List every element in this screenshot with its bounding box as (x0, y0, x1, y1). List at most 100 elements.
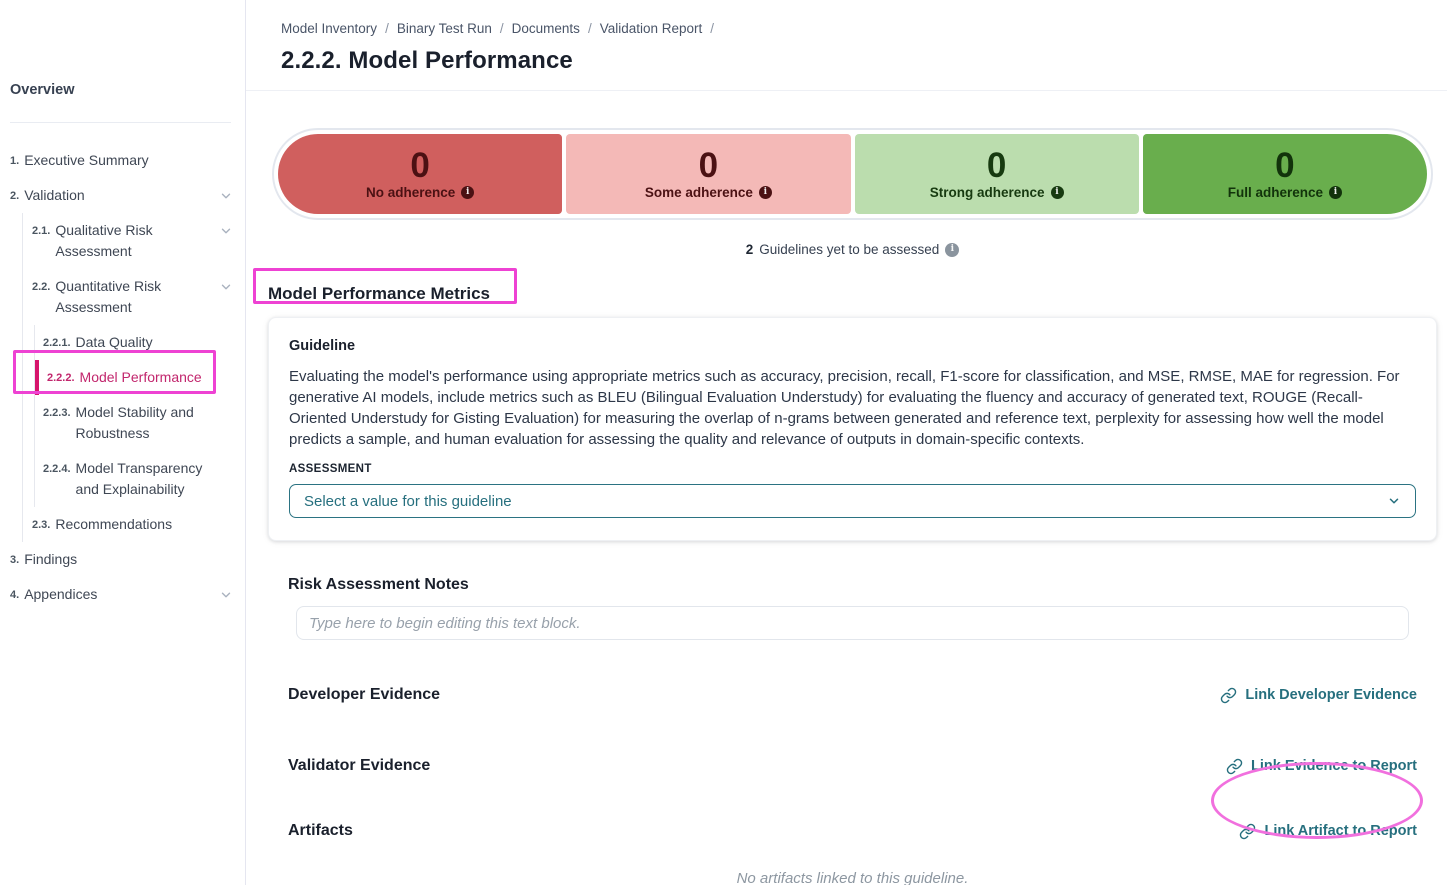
sidebar-item-appendices[interactable]: 4. Appendices (10, 577, 245, 612)
section-heading-model-performance-metrics: Model Performance Metrics (268, 284, 491, 303)
info-icon[interactable]: i (1329, 186, 1343, 200)
link-developer-evidence-label: Link Developer Evidence (1245, 687, 1417, 703)
adherence-count: 0 (698, 145, 719, 185)
breadcrumb-separator: / (710, 21, 715, 36)
main-content: Model Inventory / Binary Test Run / Docu… (246, 0, 1447, 885)
adherence-card-no-adherence[interactable]: 0 No adherence i (278, 134, 563, 214)
guideline-body: Evaluating the model's performance using… (289, 368, 1400, 448)
header-divider (246, 90, 1447, 91)
sidebar-item-number: 2.1. (32, 225, 51, 237)
sidebar-item-number: 4. (10, 589, 20, 601)
adherence-label: No adherence (365, 185, 456, 201)
adherence-label: Strong adherence (929, 185, 1045, 201)
sidebar-item-label: Model Performance (79, 369, 202, 385)
pending-label: Guidelines yet to be assessed (759, 242, 940, 257)
assessment-label: ASSESSMENT (289, 463, 372, 475)
sidebar-item-findings[interactable]: 3. Findings (10, 542, 245, 577)
sidebar-item-label: Findings (24, 551, 78, 567)
artifacts-section: Artifacts Link Artifact to Report (268, 822, 1437, 840)
breadcrumb-item-documents[interactable]: Documents (511, 21, 580, 36)
sidebar-item-label: Recommendations (55, 516, 173, 532)
page-header: Model Inventory / Binary Test Run / Docu… (268, 0, 1437, 75)
guideline-card: Guideline Evaluating the model's perform… (268, 317, 1437, 541)
adherence-card-strong-adherence[interactable]: 0 Strong adherence i (854, 134, 1139, 214)
link-artifact-to-report-label: Link Artifact to Report (1264, 823, 1417, 839)
adherence-count: 0 (1275, 145, 1295, 185)
adherence-label: Full adherence (1227, 185, 1324, 201)
sidebar-item-model-performance[interactable]: 2.2.2. Model Performance (35, 360, 245, 395)
sidebar-item-number: 2.2.3. (43, 407, 71, 419)
sidebar-item-data-quality[interactable]: 2.2.1. Data Quality (35, 325, 245, 360)
chevron-down-icon[interactable] (219, 189, 233, 203)
guidelines-pending-status: 2 Guidelines yet to be assessed i (268, 242, 1437, 257)
breadcrumb-separator: / (385, 21, 389, 36)
sidebar-item-label: Model Stability and Robustness (75, 404, 194, 441)
sidebar-item-executive-summary[interactable]: 1. Executive Summary (10, 143, 245, 178)
guideline-title: Guideline (289, 338, 356, 354)
page-title: 2.2.2. Model Performance (281, 47, 573, 74)
breadcrumb: Model Inventory / Binary Test Run / Docu… (281, 21, 1437, 36)
sidebar-item-label: Data Quality (75, 334, 153, 350)
breadcrumb-item-validation-report[interactable]: Validation Report (599, 21, 703, 36)
sidebar-item-qualitative-risk-assessment[interactable]: 2.1. Qualitative Risk Assessment (23, 213, 245, 269)
breadcrumb-item-model-inventory[interactable]: Model Inventory (281, 21, 378, 36)
sidebar-item-number: 2.2. (32, 281, 51, 293)
adherence-count: 0 (986, 145, 1007, 185)
sidebar-group-validation: 2.1. Qualitative Risk Assessment 2.2. Qu… (22, 213, 245, 542)
assessment-select-value: Select a value for this guideline (304, 492, 512, 510)
adherence-card-some-adherence[interactable]: 0 Some adherence i (566, 134, 851, 214)
validator-evidence-section: Validator Evidence Link Evidence to Repo… (268, 757, 1437, 775)
sidebar-item-number: 3. (10, 554, 20, 566)
sidebar-item-number: 2. (10, 190, 20, 202)
info-icon[interactable]: i (945, 242, 960, 257)
risk-assessment-notes-heading: Risk Assessment Notes (288, 576, 469, 593)
sidebar-item-number: 1. (10, 155, 20, 167)
chevron-down-icon[interactable] (219, 588, 233, 602)
sidebar-item-overview[interactable]: Overview (10, 82, 75, 98)
link-developer-evidence-button[interactable]: Link Developer Evidence (1220, 687, 1417, 704)
chevron-down-icon[interactable] (219, 224, 233, 238)
chevron-down-icon (1387, 494, 1401, 508)
link-icon (1239, 823, 1256, 840)
link-evidence-to-report-label: Link Evidence to Report (1251, 758, 1417, 774)
breadcrumb-item-binary-test-run[interactable]: Binary Test Run (396, 21, 492, 36)
artifacts-empty-message: No artifacts linked to this guideline. (736, 870, 969, 885)
sidebar: Overview 1. Executive Summary 2. Validat… (0, 0, 246, 885)
adherence-label: Some adherence (644, 185, 753, 201)
validator-evidence-heading: Validator Evidence (288, 757, 431, 774)
link-artifact-to-report-button[interactable]: Link Artifact to Report (1239, 823, 1417, 840)
sidebar-item-recommendations[interactable]: 2.3. Recommendations (23, 507, 245, 542)
sidebar-item-number: 2.2.1. (43, 337, 71, 349)
breadcrumb-separator: / (499, 21, 504, 36)
link-evidence-to-report-button[interactable]: Link Evidence to Report (1226, 758, 1417, 775)
adherence-card-full-adherence[interactable]: 0 Full adherence i (1142, 134, 1427, 214)
info-icon[interactable]: i (461, 186, 475, 200)
artifacts-heading: Artifacts (288, 822, 353, 839)
pending-count: 2 (745, 242, 754, 257)
info-icon[interactable]: i (1050, 186, 1064, 200)
sidebar-item-model-transparency[interactable]: 2.2.4. Model Transparency and Explainabi… (35, 451, 245, 507)
sidebar-item-label: Qualitative Risk Assessment (55, 222, 153, 259)
sidebar-item-label: Model Transparency and Explainability (75, 460, 203, 497)
risk-assessment-notes-section: Risk Assessment Notes (268, 576, 1437, 640)
sidebar-nav: 1. Executive Summary 2. Validation 2.1. … (10, 143, 245, 612)
assessment-select[interactable]: Select a value for this guideline (289, 484, 1416, 518)
link-icon (1226, 758, 1243, 775)
developer-evidence-heading: Developer Evidence (288, 686, 441, 703)
link-icon (1220, 687, 1237, 704)
sidebar-group-quantitative: 2.2.1. Data Quality 2.2.2. Model Perform… (34, 325, 245, 507)
info-icon[interactable]: i (758, 186, 772, 200)
chevron-down-icon[interactable] (219, 280, 233, 294)
sidebar-item-label: Executive Summary (24, 152, 149, 168)
sidebar-item-validation[interactable]: 2. Validation (10, 178, 245, 213)
sidebar-item-number: 2.2.4. (43, 463, 71, 475)
sidebar-divider (10, 122, 231, 123)
sidebar-item-quantitative-risk-assessment[interactable]: 2.2. Quantitative Risk Assessment (23, 269, 245, 325)
sidebar-item-model-stability[interactable]: 2.2.3. Model Stability and Robustness (35, 395, 245, 451)
sidebar-item-label: Quantitative Risk Assessment (55, 278, 162, 315)
risk-assessment-notes-input[interactable] (296, 606, 1409, 640)
breadcrumb-separator: / (587, 21, 592, 36)
developer-evidence-section: Developer Evidence Link Developer Eviden… (268, 686, 1437, 704)
adherence-summary-bar: 0 No adherence i 0 Some adherence i 0 Stro… (272, 128, 1433, 220)
